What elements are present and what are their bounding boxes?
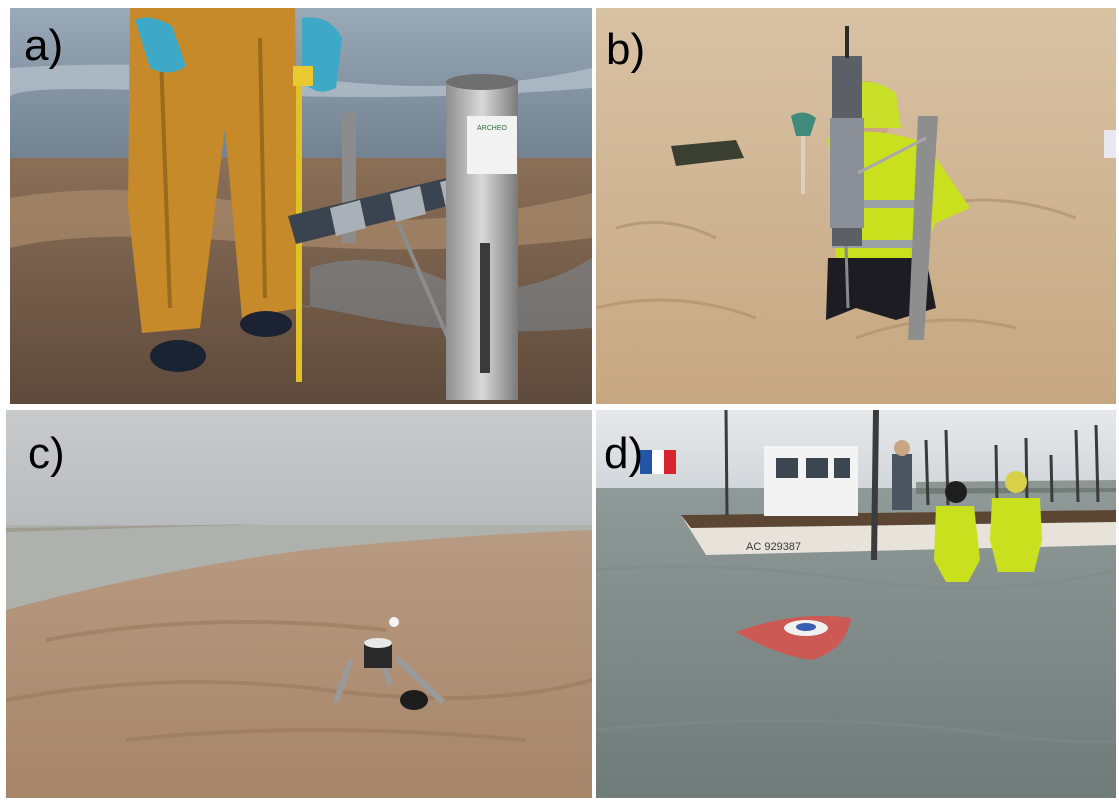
wader-folds: [158, 27, 267, 309]
photo-panel-c: c): [6, 410, 592, 798]
shovel-blade: [791, 112, 816, 136]
left-boot: [150, 340, 206, 372]
right-boot: [240, 311, 292, 337]
boat-mast: [724, 410, 729, 516]
water-puddle: [298, 258, 592, 332]
photo-b-image: [596, 8, 1116, 404]
shovel-handle: [801, 136, 805, 194]
sensor-cap: [364, 638, 392, 648]
pipe-bracket: [480, 243, 490, 373]
steel-stake: [908, 116, 938, 340]
sand-ripples-c: [6, 620, 592, 742]
stake-arm: [857, 136, 927, 175]
person-on-boat: [892, 454, 912, 510]
sticker-text: ARCHEO: [477, 125, 508, 132]
cabin-window-2: [806, 458, 828, 478]
person-on-boat-head: [894, 440, 910, 456]
cabin-window-3: [834, 458, 850, 478]
distant-sandbar: [6, 524, 266, 532]
footprints: [596, 198, 1077, 340]
sensor-tape-bands: [330, 176, 471, 236]
foggy-sky: [6, 410, 592, 535]
tidal-flat: [6, 530, 592, 798]
pipe-top: [446, 74, 518, 90]
photo-a-image: ARCHEO: [10, 8, 592, 404]
photo-panel-d: AC 929387 d): [596, 410, 1116, 798]
worker-2-jacket: [990, 498, 1042, 572]
pipe-label-sticker: [467, 116, 517, 174]
flag-red: [664, 450, 676, 474]
worker-1-head: [945, 481, 967, 503]
tripod-canister: [400, 690, 428, 710]
tape-measure-case: [293, 66, 313, 86]
white-buoy-marker: [389, 617, 399, 627]
left-glove: [135, 17, 186, 73]
panel-label-c: c): [28, 429, 65, 478]
worker-2-hood: [1005, 471, 1027, 493]
oyster-stakes: [924, 424, 1100, 506]
photo-c-image: [6, 410, 592, 798]
buoy-center: [796, 623, 816, 631]
water-ripples: [596, 565, 1116, 744]
photo-d-image: AC 929387: [596, 410, 1116, 798]
panel-label-b: b): [606, 25, 646, 74]
sensor-rod: [844, 245, 850, 309]
yellow-waders: [128, 8, 300, 333]
boat-cabin: [764, 446, 858, 516]
panel-label-a: a): [24, 21, 64, 70]
flag-blue: [640, 450, 652, 474]
flag-white: [652, 450, 664, 474]
bucket-edge: [1104, 130, 1116, 158]
photo-panel-b: b): [596, 8, 1116, 404]
wooden-pole: [871, 410, 879, 561]
dark-trousers: [826, 258, 936, 320]
photo-panel-a: ARCHEO a): [10, 8, 592, 404]
boat-registration: AC 929387: [746, 541, 801, 553]
support-rod: [396, 222, 450, 339]
worker-1-jacket: [934, 506, 980, 582]
gear-bag: [671, 140, 744, 166]
cabin-window-1: [776, 458, 798, 478]
panel-label-d: d): [604, 429, 644, 478]
